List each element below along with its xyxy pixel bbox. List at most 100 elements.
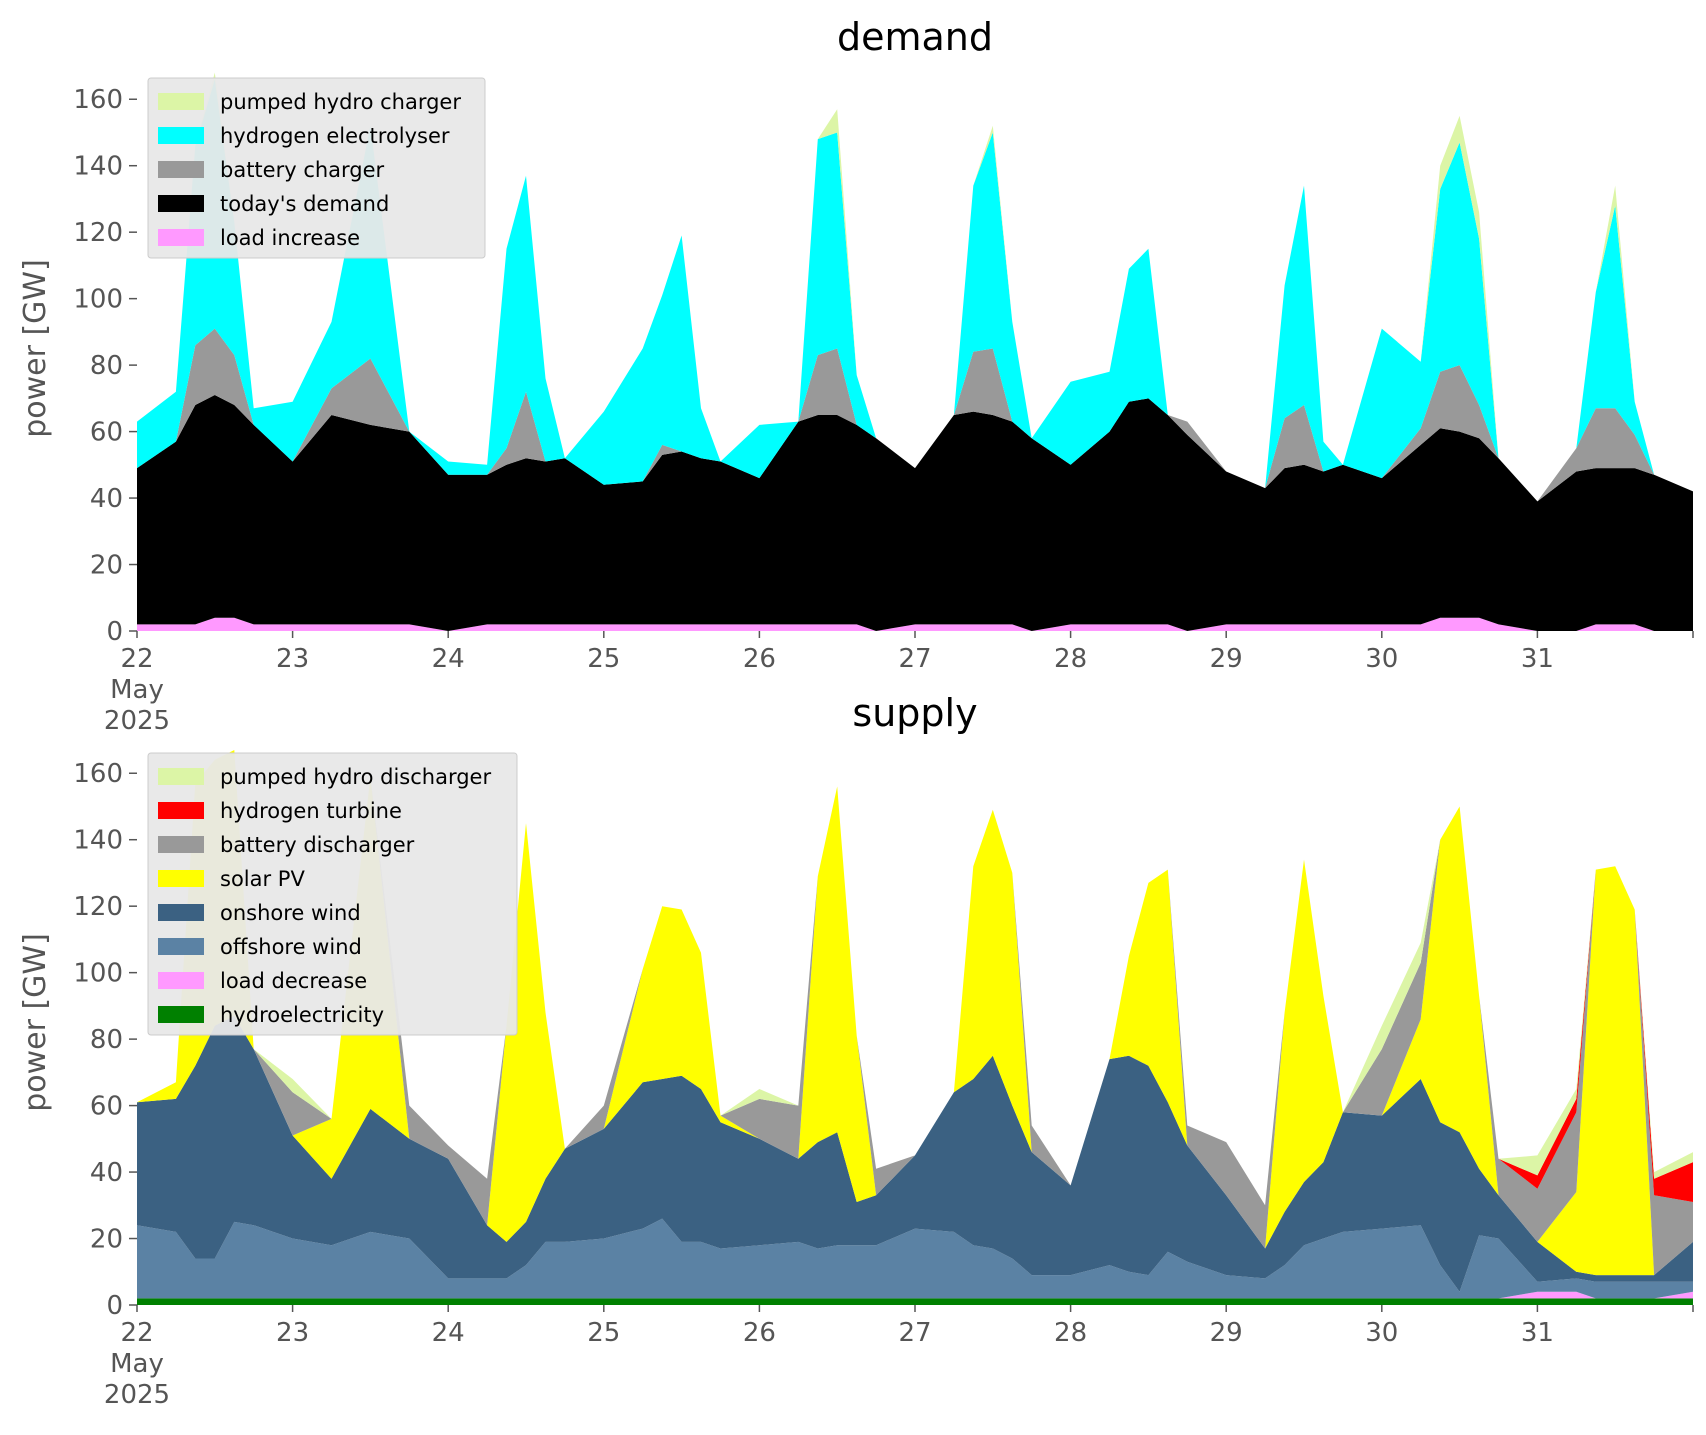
y-tick-label: 20 <box>90 551 123 581</box>
x-tick-label: 22 <box>120 644 153 674</box>
legend-swatch <box>158 972 204 989</box>
y-tick-label: 100 <box>73 959 123 989</box>
legend-item-solar-pv: solar PV <box>158 867 305 891</box>
x-tick-label: 23 <box>276 644 309 674</box>
x-tick-label: 2025 <box>104 706 170 736</box>
y-tick-label: 80 <box>90 1025 123 1055</box>
y-tick-label: 120 <box>73 892 123 922</box>
legend: pumped hydro charger hydrogen electrolyse… <box>147 77 486 259</box>
legend-swatch <box>158 836 204 853</box>
x-tick-label: 2025 <box>104 1380 170 1410</box>
x-tick-label: 24 <box>432 644 465 674</box>
legend-item-hydrogen-electrolyser: hydrogen electrolyser <box>158 124 450 148</box>
legend-label: hydroelectricity <box>220 1003 384 1027</box>
y-tick-label: 40 <box>90 1158 123 1188</box>
y-tick-label: 60 <box>90 418 123 448</box>
legend-label: onshore wind <box>220 901 361 925</box>
legend-label: today's demand <box>220 192 389 216</box>
x-tick-label: 29 <box>1210 644 1243 674</box>
legend-swatch <box>158 1006 204 1023</box>
y-tick-label: 20 <box>90 1225 123 1255</box>
x-tick-label: May <box>110 675 164 705</box>
y-tick-label: 0 <box>106 1291 123 1321</box>
legend-swatch <box>158 904 204 921</box>
y-axis: 0 20 40 60 80 100 120 140 160 <box>73 85 137 647</box>
x-tick-label: 30 <box>1365 644 1398 674</box>
legend-item-battery-discharger: battery discharger <box>158 833 415 857</box>
y-tick-label: 100 <box>73 285 123 315</box>
legend-swatch <box>158 195 204 212</box>
x-tick-label: 23 <box>276 1318 309 1348</box>
legend-item-load-increase: load increase <box>158 226 360 250</box>
area-today-s-demand <box>137 395 1693 631</box>
x-tick-label: 26 <box>743 644 776 674</box>
x-tick-label: 24 <box>432 1318 465 1348</box>
legend-item-onshore-wind: onshore wind <box>158 901 361 925</box>
legend-label: hydrogen turbine <box>220 799 402 823</box>
supply-chart: supply 0 20 40 60 80 100 120 140 160 power [GW] 22M… <box>18 691 1694 1410</box>
y-tick-label: 140 <box>73 826 123 856</box>
y-tick-label: 60 <box>90 1092 123 1122</box>
y-tick-label: 80 <box>90 351 123 381</box>
x-tick-label: 27 <box>898 1318 931 1348</box>
legend-item-pumped-hydro-discharger: pumped hydro discharger <box>158 765 491 789</box>
legend-swatch <box>158 870 204 887</box>
legend-label: battery charger <box>220 158 385 182</box>
x-tick-label: 31 <box>1521 1318 1554 1348</box>
x-tick-label: 25 <box>587 1318 620 1348</box>
y-axis-label: power [GW] <box>18 933 53 1112</box>
legend: pumped hydro discharger hydrogen turbine b… <box>147 752 518 1036</box>
area-solar-pv <box>137 750 1693 1276</box>
x-tick-label: 25 <box>587 644 620 674</box>
y-axis-label: power [GW] <box>18 259 53 438</box>
area-hydroelectricity <box>137 1298 1693 1305</box>
x-tick-label: 30 <box>1365 1318 1398 1348</box>
chart-title: demand <box>837 15 993 59</box>
legend-label: battery discharger <box>220 833 415 857</box>
chart-title: supply <box>852 691 977 735</box>
legend-item-battery-charger: battery charger <box>158 158 385 182</box>
x-tick-label: 26 <box>743 1318 776 1348</box>
x-tick-label: May <box>110 1349 164 1379</box>
series-areas <box>137 750 1693 1305</box>
legend-swatch <box>158 768 204 785</box>
x-tick-label: 31 <box>1521 644 1554 674</box>
area-hydrogen-electrolyser <box>137 79 1693 502</box>
x-tick-label: 29 <box>1210 1318 1243 1348</box>
area-battery-charger <box>137 328 1693 502</box>
area-offshore-wind <box>137 1218 1693 1299</box>
x-tick-label: 28 <box>1054 1318 1087 1348</box>
legend-box <box>147 752 518 1036</box>
legend-label: pumped hydro charger <box>220 90 461 114</box>
y-tick-label: 160 <box>73 85 123 115</box>
legend-swatch <box>158 161 204 178</box>
legend-swatch <box>158 802 204 819</box>
y-axis: 0 20 40 60 80 100 120 140 160 <box>73 759 137 1321</box>
legend-box <box>147 77 486 259</box>
x-tick-label: 27 <box>898 644 931 674</box>
legend-label: pumped hydro discharger <box>220 765 491 789</box>
area-onshore-wind <box>137 1015 1693 1292</box>
legend-label: offshore wind <box>220 935 362 959</box>
legend-swatch <box>158 938 204 955</box>
legend-item-hydrogen-turbine: hydrogen turbine <box>158 799 402 823</box>
series-areas <box>137 72 1693 631</box>
y-tick-label: 160 <box>73 759 123 789</box>
x-tick-label: 22 <box>120 1318 153 1348</box>
legend-item-pumped-hydro-charger: pumped hydro charger <box>158 90 461 114</box>
legend-item-load-decrease: load decrease <box>158 969 367 993</box>
area-pumped-hydro-discharger <box>137 750 1693 1206</box>
demand-chart: demand 0 20 40 60 80 100 120 140 160 power [GW] 22M… <box>18 15 1694 736</box>
area-load-decrease <box>137 1291 1693 1299</box>
legend-swatch <box>158 127 204 144</box>
legend-label: load decrease <box>220 969 367 993</box>
y-tick-label: 0 <box>106 617 123 647</box>
legend-swatch <box>158 229 204 246</box>
area-battery-discharger <box>137 750 1693 1276</box>
legend-item-offshore-wind: offshore wind <box>158 935 362 959</box>
y-tick-label: 120 <box>73 218 123 248</box>
